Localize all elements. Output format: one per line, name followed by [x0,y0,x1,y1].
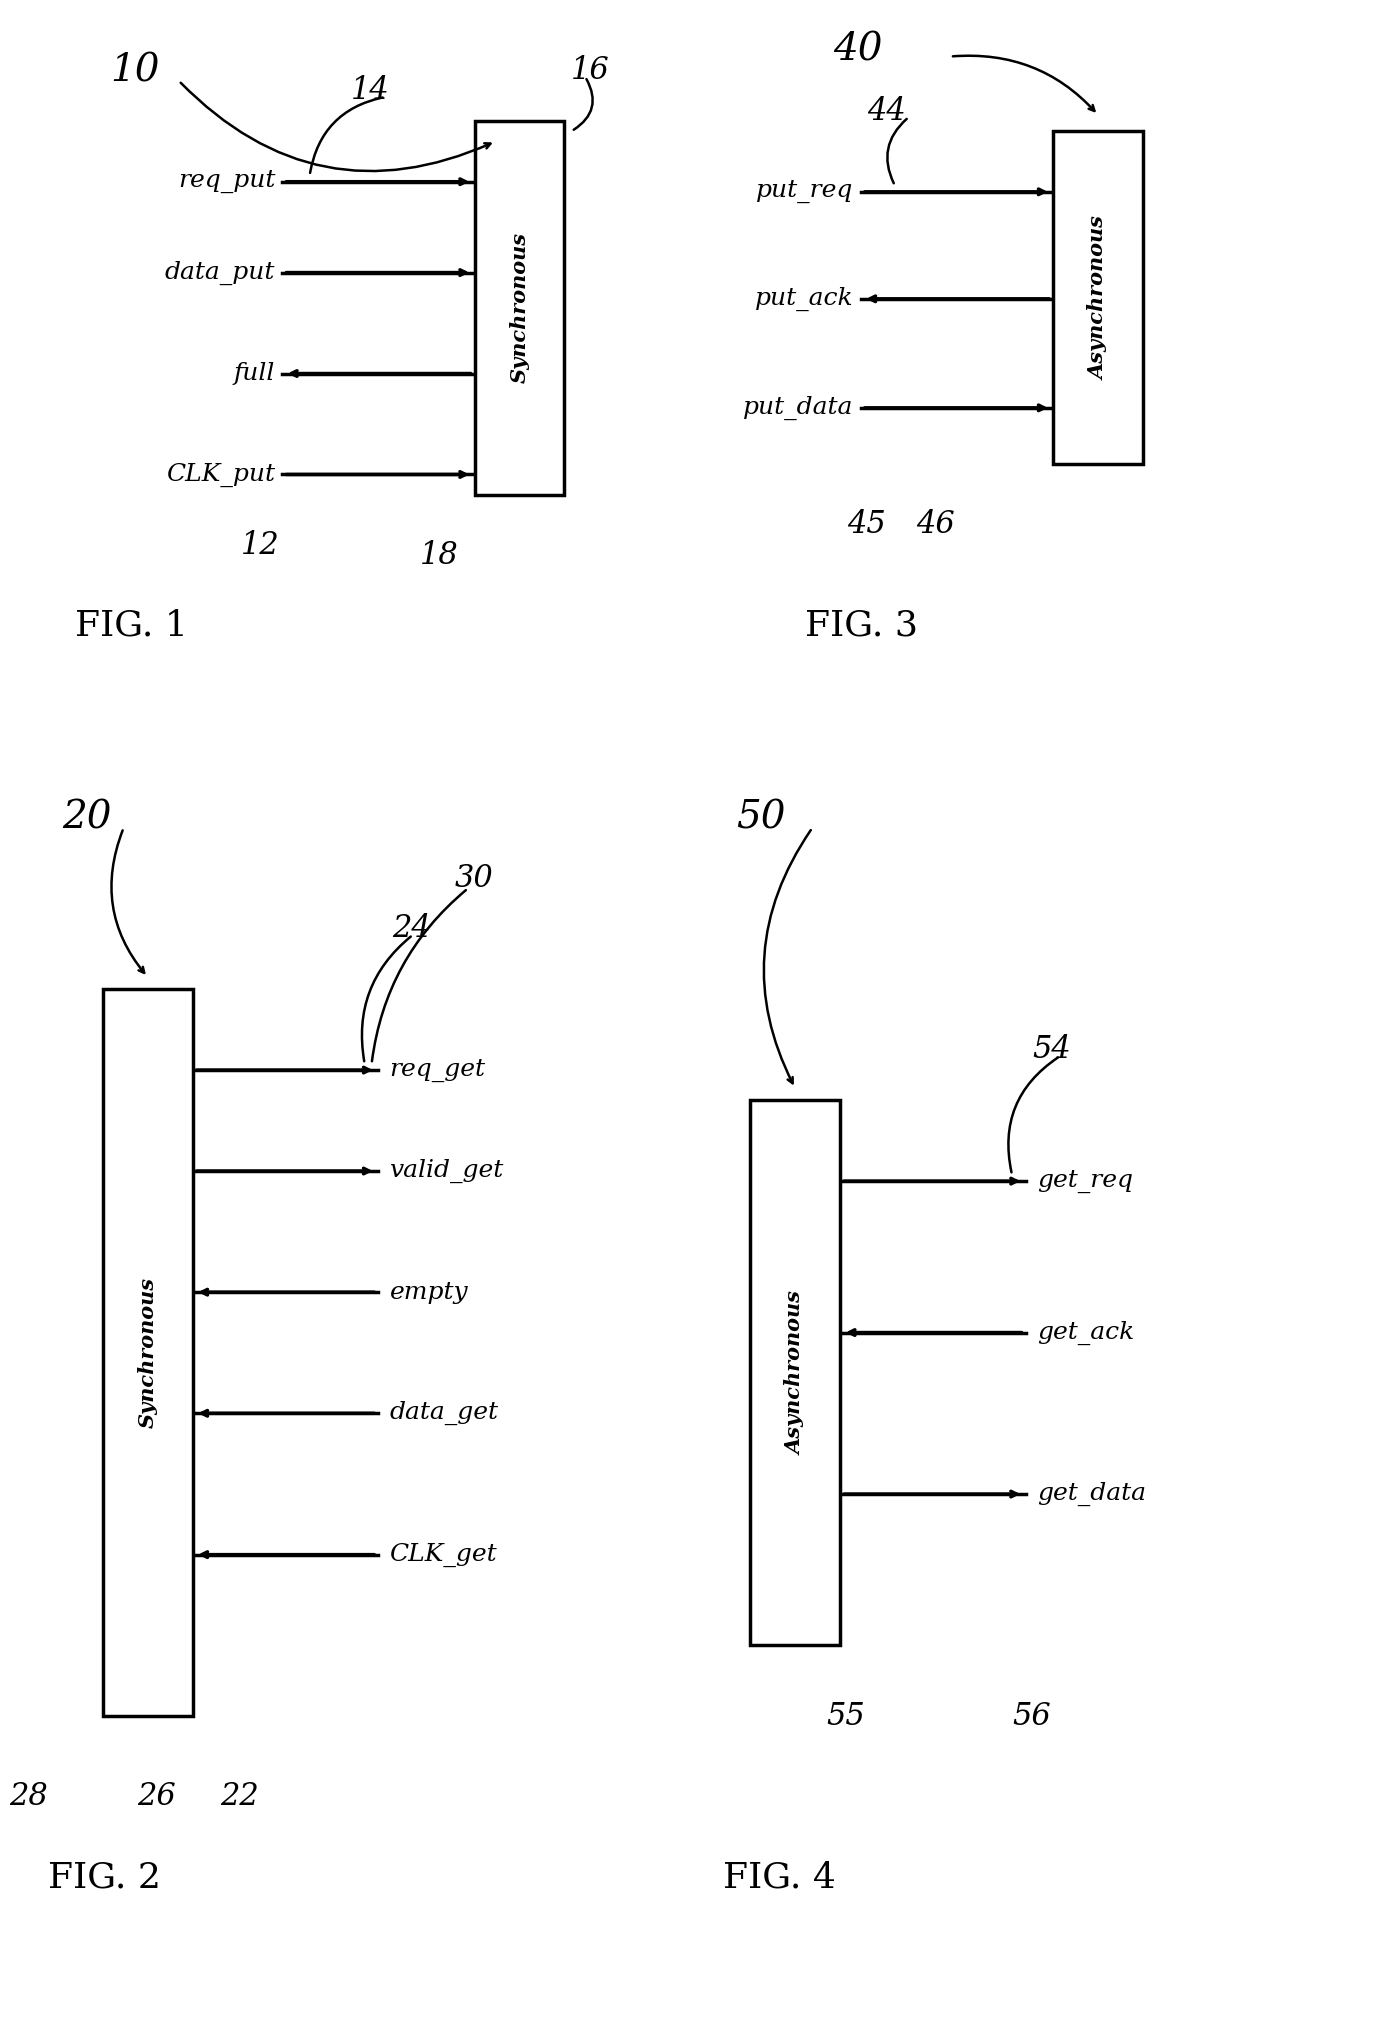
Text: 50: 50 [736,800,786,836]
Text: CLK_put: CLK_put [166,462,275,487]
Text: 16: 16 [572,55,610,87]
FancyArrowPatch shape [1009,1058,1057,1173]
Bar [102,989,192,1716]
Text: 30: 30 [454,862,493,894]
Text: 24: 24 [392,913,430,945]
Text: 22: 22 [220,1781,259,1813]
Text: data_get: data_get [389,1401,498,1425]
Text: 54: 54 [1032,1034,1071,1066]
Text: Asynchronous: Asynchronous [785,1290,805,1456]
Bar [1053,131,1143,464]
Text: 46: 46 [916,509,955,541]
Bar [475,121,565,495]
Text: 55: 55 [826,1700,865,1732]
FancyArrowPatch shape [574,79,592,129]
Bar [750,1100,840,1645]
Text: valid_get: valid_get [389,1159,504,1183]
Text: 20: 20 [62,800,111,836]
Text: 12: 12 [241,529,280,561]
FancyArrowPatch shape [363,937,411,1062]
Text: Synchronous: Synchronous [509,232,530,384]
Text: put_ack: put_ack [756,287,854,311]
Text: FIG. 1: FIG. 1 [76,610,188,642]
Text: 44: 44 [868,95,907,127]
Text: put_data: put_data [743,396,854,420]
Text: FIG. 2: FIG. 2 [48,1862,161,1894]
FancyArrowPatch shape [887,119,907,184]
Text: 40: 40 [833,32,883,69]
Text: put_req: put_req [756,180,854,204]
Text: empty: empty [389,1280,468,1304]
Text: get_ack: get_ack [1037,1320,1133,1345]
Text: 56: 56 [1012,1700,1050,1732]
Text: 45: 45 [847,509,886,541]
Text: 26: 26 [137,1781,176,1813]
Text: get_data: get_data [1037,1482,1146,1506]
Text: 28: 28 [10,1781,48,1813]
Text: 10: 10 [109,52,159,89]
Text: FIG. 3: FIG. 3 [805,610,919,642]
Text: req_put: req_put [177,170,275,194]
Text: 14: 14 [352,75,390,107]
Text: 18: 18 [419,539,458,571]
Text: Asynchronous: Asynchronous [1088,216,1109,380]
Text: Synchronous: Synchronous [138,1278,158,1427]
Text: get_req: get_req [1037,1169,1133,1193]
FancyArrowPatch shape [310,97,382,174]
Text: data_put: data_put [165,260,275,285]
Text: FIG. 4: FIG. 4 [722,1862,836,1894]
Text: full: full [234,361,275,386]
Text: req_get: req_get [389,1058,486,1082]
FancyArrowPatch shape [372,890,466,1062]
Text: CLK_get: CLK_get [389,1543,497,1567]
